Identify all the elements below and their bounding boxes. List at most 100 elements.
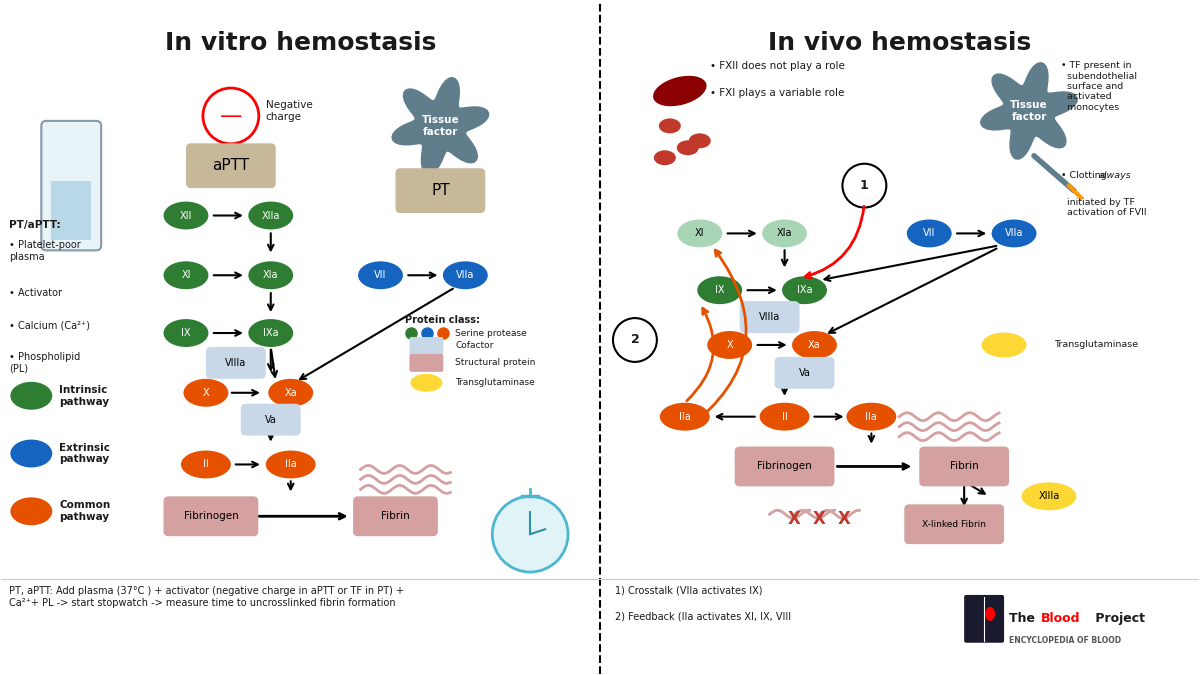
FancyBboxPatch shape [41, 121, 101, 250]
Text: PT: PT [431, 183, 450, 198]
FancyBboxPatch shape [206, 347, 265, 379]
Circle shape [492, 496, 568, 572]
Text: IIa: IIa [284, 460, 296, 470]
Text: Xa: Xa [808, 340, 821, 350]
Circle shape [203, 88, 259, 144]
Text: Blood: Blood [1040, 612, 1080, 625]
Text: II: II [781, 412, 787, 422]
Ellipse shape [163, 202, 209, 230]
Ellipse shape [677, 219, 722, 247]
Text: XI: XI [181, 270, 191, 280]
Text: 1) Crosstalk (VIIa activates IX): 1) Crosstalk (VIIa activates IX) [614, 586, 762, 596]
FancyBboxPatch shape [396, 168, 485, 213]
Text: PT, aPTT: Add plasma (37°C ) + activator (negative charge in aPTT or TF in PT) +: PT, aPTT: Add plasma (37°C ) + activator… [10, 586, 404, 608]
FancyBboxPatch shape [163, 496, 258, 536]
Text: X: X [203, 387, 209, 398]
Text: IXa: IXa [797, 286, 812, 295]
Text: XIIIa: XIIIa [1038, 491, 1060, 502]
FancyBboxPatch shape [905, 504, 1004, 544]
Text: IX: IX [715, 286, 725, 295]
Text: VIIIa: VIIIa [226, 358, 246, 368]
Text: Fibrin: Fibrin [382, 511, 410, 521]
Text: IX: IX [181, 328, 191, 338]
Ellipse shape [11, 439, 53, 468]
Text: X: X [814, 510, 826, 529]
Text: Transglutaminase: Transglutaminase [455, 378, 535, 387]
Polygon shape [980, 63, 1078, 159]
Text: • FXI plays a variable role: • FXI plays a variable role [709, 88, 844, 98]
FancyBboxPatch shape [739, 301, 799, 333]
Ellipse shape [846, 403, 896, 431]
Text: Tissue
factor: Tissue factor [1010, 100, 1048, 122]
Text: VIIa: VIIa [456, 270, 474, 280]
Text: In vitro hemostasis: In vitro hemostasis [166, 31, 437, 55]
Text: initiated by TF
  activation of FVII: initiated by TF activation of FVII [1061, 198, 1146, 217]
Ellipse shape [265, 450, 316, 479]
Text: X: X [726, 340, 733, 350]
Ellipse shape [11, 497, 53, 525]
Text: • TF present in
  subendothelial
  surface and
  activated
  monocytes: • TF present in subendothelial surface a… [1061, 61, 1136, 112]
Ellipse shape [248, 319, 293, 347]
Text: 1: 1 [860, 179, 869, 192]
Text: IXa: IXa [263, 328, 278, 338]
Text: • Activator: • Activator [10, 288, 62, 298]
Ellipse shape [410, 374, 443, 392]
Ellipse shape [982, 333, 1026, 358]
Ellipse shape [181, 450, 230, 479]
Text: Fibrinogen: Fibrinogen [184, 511, 239, 521]
Text: Serine protease: Serine protease [455, 329, 527, 338]
Text: • Phospholipid
(PL): • Phospholipid (PL) [10, 352, 80, 373]
Text: In vivo hemostasis: In vivo hemostasis [768, 31, 1031, 55]
Text: VIIa: VIIa [1004, 228, 1024, 238]
Text: Project: Project [1091, 612, 1145, 625]
Text: The: The [1009, 612, 1039, 625]
Text: Extrinsic
pathway: Extrinsic pathway [59, 443, 110, 464]
FancyBboxPatch shape [409, 337, 443, 355]
Text: Xa: Xa [284, 387, 298, 398]
Ellipse shape [991, 219, 1037, 247]
Text: IIa: IIa [865, 412, 877, 422]
Ellipse shape [248, 261, 293, 289]
FancyBboxPatch shape [353, 496, 438, 536]
Ellipse shape [358, 261, 403, 289]
Text: XIa: XIa [776, 228, 792, 238]
Ellipse shape [163, 319, 209, 347]
Ellipse shape [659, 118, 680, 134]
Text: • FXII does not play a role: • FXII does not play a role [709, 61, 845, 71]
Text: ENCYCLOPEDIA OF BLOOD: ENCYCLOPEDIA OF BLOOD [1009, 636, 1121, 645]
Ellipse shape [248, 202, 293, 230]
Ellipse shape [660, 403, 709, 431]
Ellipse shape [654, 151, 676, 165]
FancyBboxPatch shape [964, 595, 1004, 643]
Ellipse shape [443, 261, 487, 289]
Text: IIa: IIa [679, 412, 691, 422]
Text: XIIa: XIIa [262, 211, 280, 221]
Text: XIa: XIa [263, 270, 278, 280]
Text: Protein class:: Protein class: [406, 315, 480, 325]
Text: Cofactor: Cofactor [455, 342, 493, 350]
Text: • Clotting: • Clotting [1061, 171, 1110, 180]
FancyBboxPatch shape [919, 447, 1009, 487]
FancyBboxPatch shape [734, 447, 834, 487]
Text: X: X [838, 510, 851, 529]
Ellipse shape [760, 403, 810, 431]
Text: —: — [220, 106, 242, 126]
Circle shape [613, 318, 656, 362]
Ellipse shape [653, 76, 707, 106]
Text: XII: XII [180, 211, 192, 221]
Ellipse shape [163, 261, 209, 289]
Text: II: II [203, 460, 209, 470]
Ellipse shape [1021, 483, 1076, 510]
Text: • Calcium (Ca²⁺): • Calcium (Ca²⁺) [10, 320, 90, 330]
Ellipse shape [762, 219, 808, 247]
Text: Intrinsic
pathway: Intrinsic pathway [59, 385, 109, 406]
Ellipse shape [184, 379, 228, 407]
FancyBboxPatch shape [241, 404, 301, 435]
Text: aPTT: aPTT [212, 158, 250, 173]
Bar [52, 181, 91, 240]
Ellipse shape [792, 331, 836, 359]
Text: Va: Va [265, 414, 277, 425]
Text: VII: VII [374, 270, 386, 280]
Text: XI: XI [695, 228, 704, 238]
Text: Fibrinogen: Fibrinogen [757, 462, 812, 471]
